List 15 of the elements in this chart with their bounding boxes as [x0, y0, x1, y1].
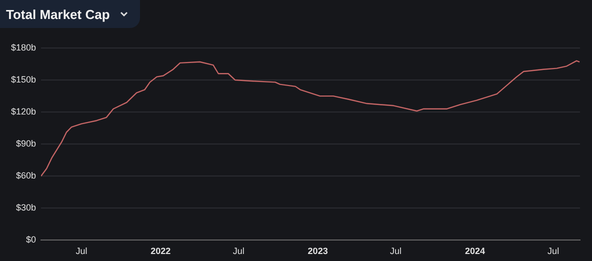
- x-tick-label: Jul: [390, 246, 402, 256]
- y-tick-label: $180b: [10, 42, 36, 52]
- x-tick-label: Jul: [548, 246, 560, 256]
- y-tick-label: $90b: [16, 138, 36, 149]
- y-tick-label: $60b: [16, 170, 36, 181]
- x-tick-label: 2023: [308, 246, 328, 256]
- x-tick-label: 2022: [150, 246, 171, 256]
- y-tick-label: $0: [26, 234, 36, 245]
- chart-title: Total Market Cap: [6, 6, 110, 22]
- x-tick-label: Jul: [232, 246, 244, 256]
- y-tick-label: $30b: [16, 202, 36, 213]
- x-tick-label: 2024: [464, 246, 485, 256]
- y-tick-label: $150b: [10, 74, 36, 85]
- x-tick-label: Jul: [76, 246, 88, 256]
- y-tick-label: $120b: [10, 106, 36, 117]
